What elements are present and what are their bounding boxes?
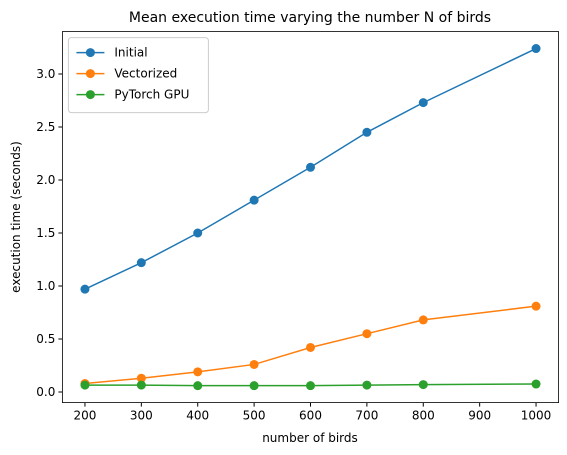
y-tick-label: 3.0: [36, 67, 55, 81]
data-point: [531, 379, 541, 389]
data-point: [362, 329, 372, 339]
series-line: [84, 305, 537, 385]
series-line: [84, 383, 537, 387]
y-tick-label: 1.5: [36, 226, 55, 240]
x-tick-label: 800: [412, 409, 435, 423]
chart-title: Mean execution time varying the number N…: [129, 10, 491, 26]
data-point: [136, 258, 146, 268]
data-point: [80, 284, 90, 294]
x-tick-label: 300: [130, 409, 153, 423]
y-tick-label: 2.0: [36, 173, 55, 187]
data-point: [249, 359, 259, 369]
x-tick-label: 1000: [521, 409, 552, 423]
y-tick-label: 0.5: [36, 332, 55, 346]
x-tick-label: 400: [186, 409, 209, 423]
series-line: [84, 47, 537, 290]
legend-label: Vectorized: [114, 67, 177, 81]
data-point: [418, 98, 428, 108]
data-point: [306, 342, 315, 352]
legend-label: Initial: [114, 46, 147, 60]
plot-frame: [62, 31, 560, 404]
data-point: [80, 380, 90, 390]
x-axis-label: number of birds: [262, 431, 358, 445]
legend-label: PyTorch GPU: [114, 88, 189, 102]
data-point: [249, 381, 259, 391]
data-point: [306, 381, 315, 391]
x-tick-label: 200: [74, 409, 97, 423]
data-point: [193, 381, 203, 391]
data-point: [193, 367, 203, 377]
legend: Initial Vectorized PyTorch GPU: [67, 37, 209, 114]
data-point: [193, 228, 203, 238]
x-tick-label: 900: [468, 409, 491, 423]
data-point: [136, 373, 146, 383]
y-axis-label: execution time (seconds): [9, 141, 23, 293]
legend-marker: [85, 69, 95, 79]
legend-marker: [85, 48, 95, 58]
data-point: [306, 162, 315, 172]
data-point: [418, 380, 428, 390]
data-point: [136, 380, 146, 390]
y-tick-label: 2.5: [36, 120, 55, 134]
data-point: [362, 127, 372, 137]
data-point: [249, 195, 259, 205]
data-point: [531, 301, 541, 311]
data-point: [531, 44, 541, 54]
legend-marker: [85, 90, 95, 100]
y-tick-label: 1.0: [36, 279, 55, 293]
data-point: [362, 380, 372, 390]
x-tick-label: 600: [299, 409, 322, 423]
data-point: [418, 315, 428, 325]
x-tick-label: 700: [355, 409, 378, 423]
x-tick-label: 500: [243, 409, 266, 423]
y-tick-label: 0.0: [36, 385, 55, 399]
